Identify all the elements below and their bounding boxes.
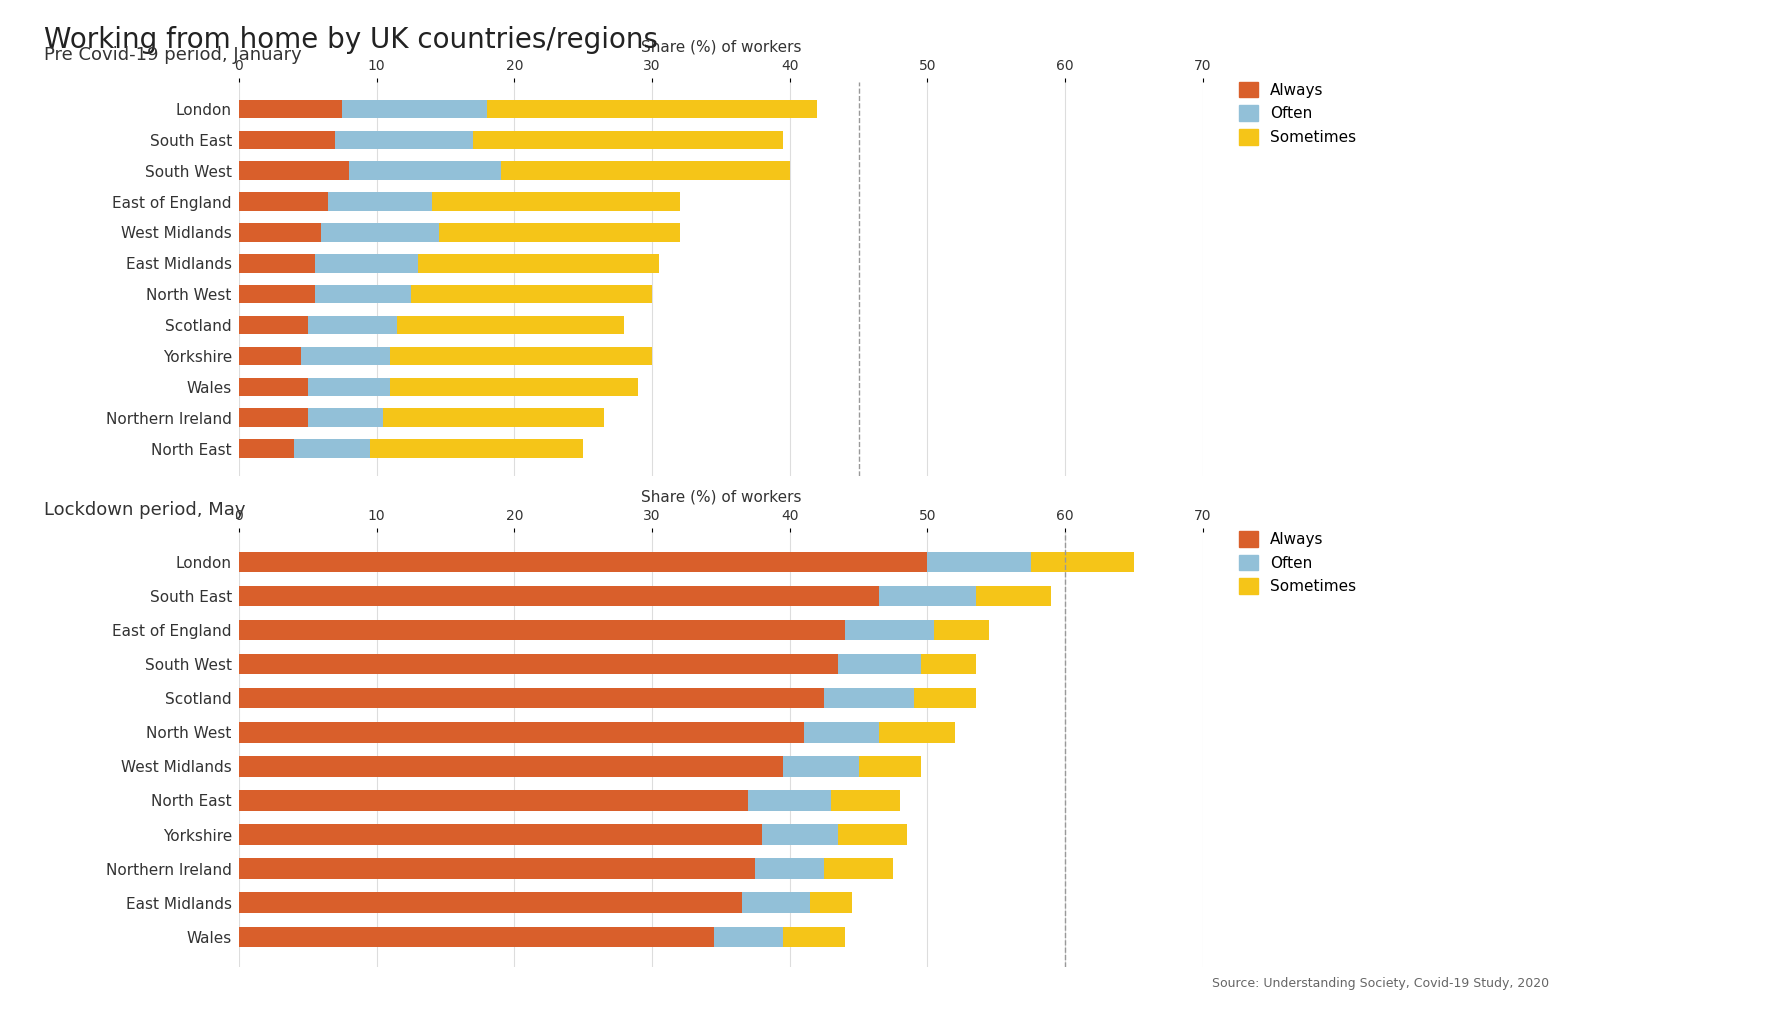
Bar [784, 756, 858, 776]
Bar [410, 285, 653, 304]
Bar [239, 316, 308, 335]
Bar [308, 377, 391, 396]
Text: Source: Understanding Society, Covid-19 Study, 2020: Source: Understanding Society, Covid-19 … [1212, 977, 1550, 990]
Bar [329, 192, 432, 211]
Bar [315, 285, 410, 304]
Bar [239, 722, 803, 743]
Bar [472, 131, 784, 149]
Bar [239, 223, 322, 241]
Text: Working from home by UK countries/regions: Working from home by UK countries/region… [44, 26, 658, 53]
Bar [315, 254, 417, 272]
Bar [824, 858, 893, 879]
Bar [322, 223, 439, 241]
Bar [239, 790, 748, 810]
Bar [384, 408, 603, 427]
Bar [239, 285, 315, 304]
Bar [755, 858, 824, 879]
Bar [715, 927, 784, 947]
Bar [294, 439, 370, 458]
Bar [417, 254, 658, 272]
X-axis label: Share (%) of workers: Share (%) of workers [640, 490, 801, 505]
Bar [239, 620, 846, 640]
Bar [810, 892, 851, 913]
Bar [239, 927, 715, 947]
Bar [934, 620, 989, 640]
Bar [239, 131, 336, 149]
Bar [846, 620, 934, 640]
Bar [398, 316, 624, 335]
Bar [879, 586, 976, 607]
Bar [308, 408, 384, 427]
Bar [432, 192, 679, 211]
Legend: Always, Often, Sometimes: Always, Often, Sometimes [1240, 82, 1357, 145]
Bar [336, 131, 472, 149]
Bar [784, 927, 846, 947]
Bar [439, 223, 679, 241]
Bar [831, 790, 900, 810]
Bar [803, 722, 879, 743]
Bar [239, 586, 879, 607]
Bar [239, 254, 315, 272]
Bar [879, 722, 955, 743]
Bar [839, 825, 907, 845]
Bar [1031, 551, 1134, 572]
Text: Lockdown period, May: Lockdown period, May [44, 501, 246, 520]
X-axis label: Share (%) of workers: Share (%) of workers [640, 40, 801, 55]
Bar [915, 688, 976, 709]
Bar [762, 825, 839, 845]
Bar [239, 99, 341, 119]
Bar [927, 551, 1031, 572]
Bar [239, 756, 784, 776]
Bar [239, 892, 741, 913]
Bar [839, 654, 920, 674]
Bar [239, 858, 755, 879]
Bar [348, 162, 501, 180]
Legend: Always, Often, Sometimes: Always, Often, Sometimes [1240, 531, 1357, 594]
Bar [239, 408, 308, 427]
Bar [301, 347, 391, 365]
Bar [341, 99, 486, 119]
Bar [239, 192, 329, 211]
Bar [486, 99, 817, 119]
Bar [239, 439, 294, 458]
Bar [239, 551, 927, 572]
Bar [920, 654, 976, 674]
Bar [370, 439, 584, 458]
Bar [239, 688, 824, 709]
Bar [391, 377, 639, 396]
Bar [741, 892, 810, 913]
Bar [239, 654, 839, 674]
Bar [501, 162, 789, 180]
Bar [308, 316, 398, 335]
Bar [824, 688, 915, 709]
Text: Pre Covid-19 period, January: Pre Covid-19 period, January [44, 46, 302, 64]
Bar [391, 347, 653, 365]
Bar [976, 586, 1051, 607]
Bar [748, 790, 831, 810]
Bar [239, 347, 301, 365]
Bar [239, 377, 308, 396]
Bar [239, 825, 762, 845]
Bar [239, 162, 348, 180]
Bar [858, 756, 920, 776]
